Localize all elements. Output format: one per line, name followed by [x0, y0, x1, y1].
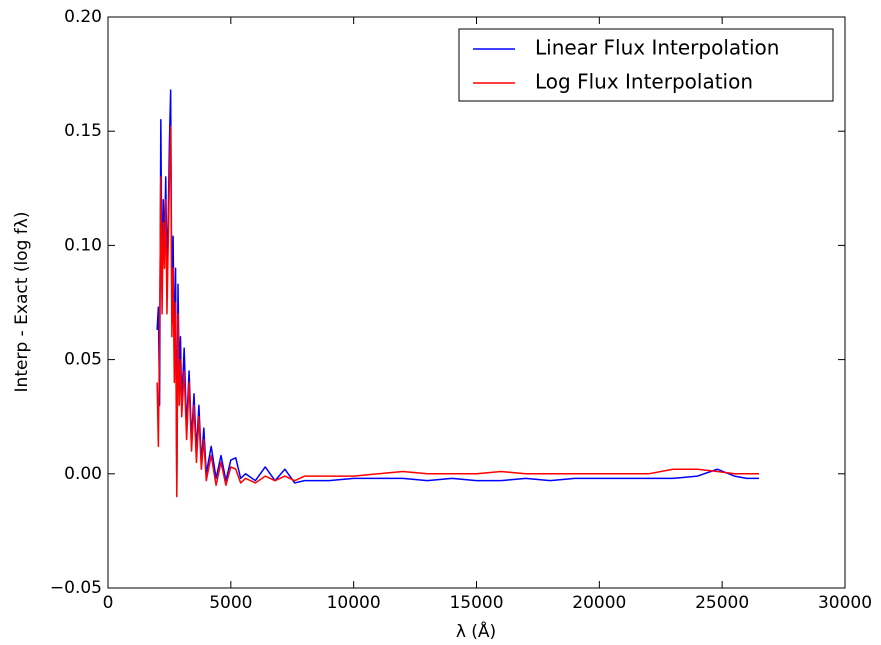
- legend-label: Linear Flux Interpolation: [535, 36, 779, 60]
- series-line: [156, 89, 760, 486]
- y-tick-label: −0.05: [50, 578, 102, 598]
- y-tick-label: 0.00: [64, 464, 102, 484]
- y-tick-label: 0.20: [64, 7, 102, 27]
- legend-label: Log Flux Interpolation: [535, 70, 753, 94]
- x-tick-label: 10000: [327, 593, 381, 613]
- x-axis-label: λ (Å): [456, 620, 496, 642]
- y-tick-label: 0.15: [64, 121, 102, 141]
- y-tick-label: 0.05: [64, 350, 102, 370]
- x-tick-label: 25000: [695, 593, 749, 613]
- x-tick-label: 15000: [449, 593, 503, 613]
- y-tick-label: 0.10: [64, 235, 102, 255]
- x-tick-label: 0: [103, 593, 114, 613]
- x-tick-label: 20000: [572, 593, 626, 613]
- y-axis-label: Interp - Exact (log fλ): [12, 212, 32, 393]
- series-line: [156, 125, 760, 498]
- legend-box: [458, 28, 834, 102]
- plot-frame: [107, 16, 846, 589]
- x-tick-label: 30000: [818, 593, 872, 613]
- x-tick-label: 5000: [209, 593, 252, 613]
